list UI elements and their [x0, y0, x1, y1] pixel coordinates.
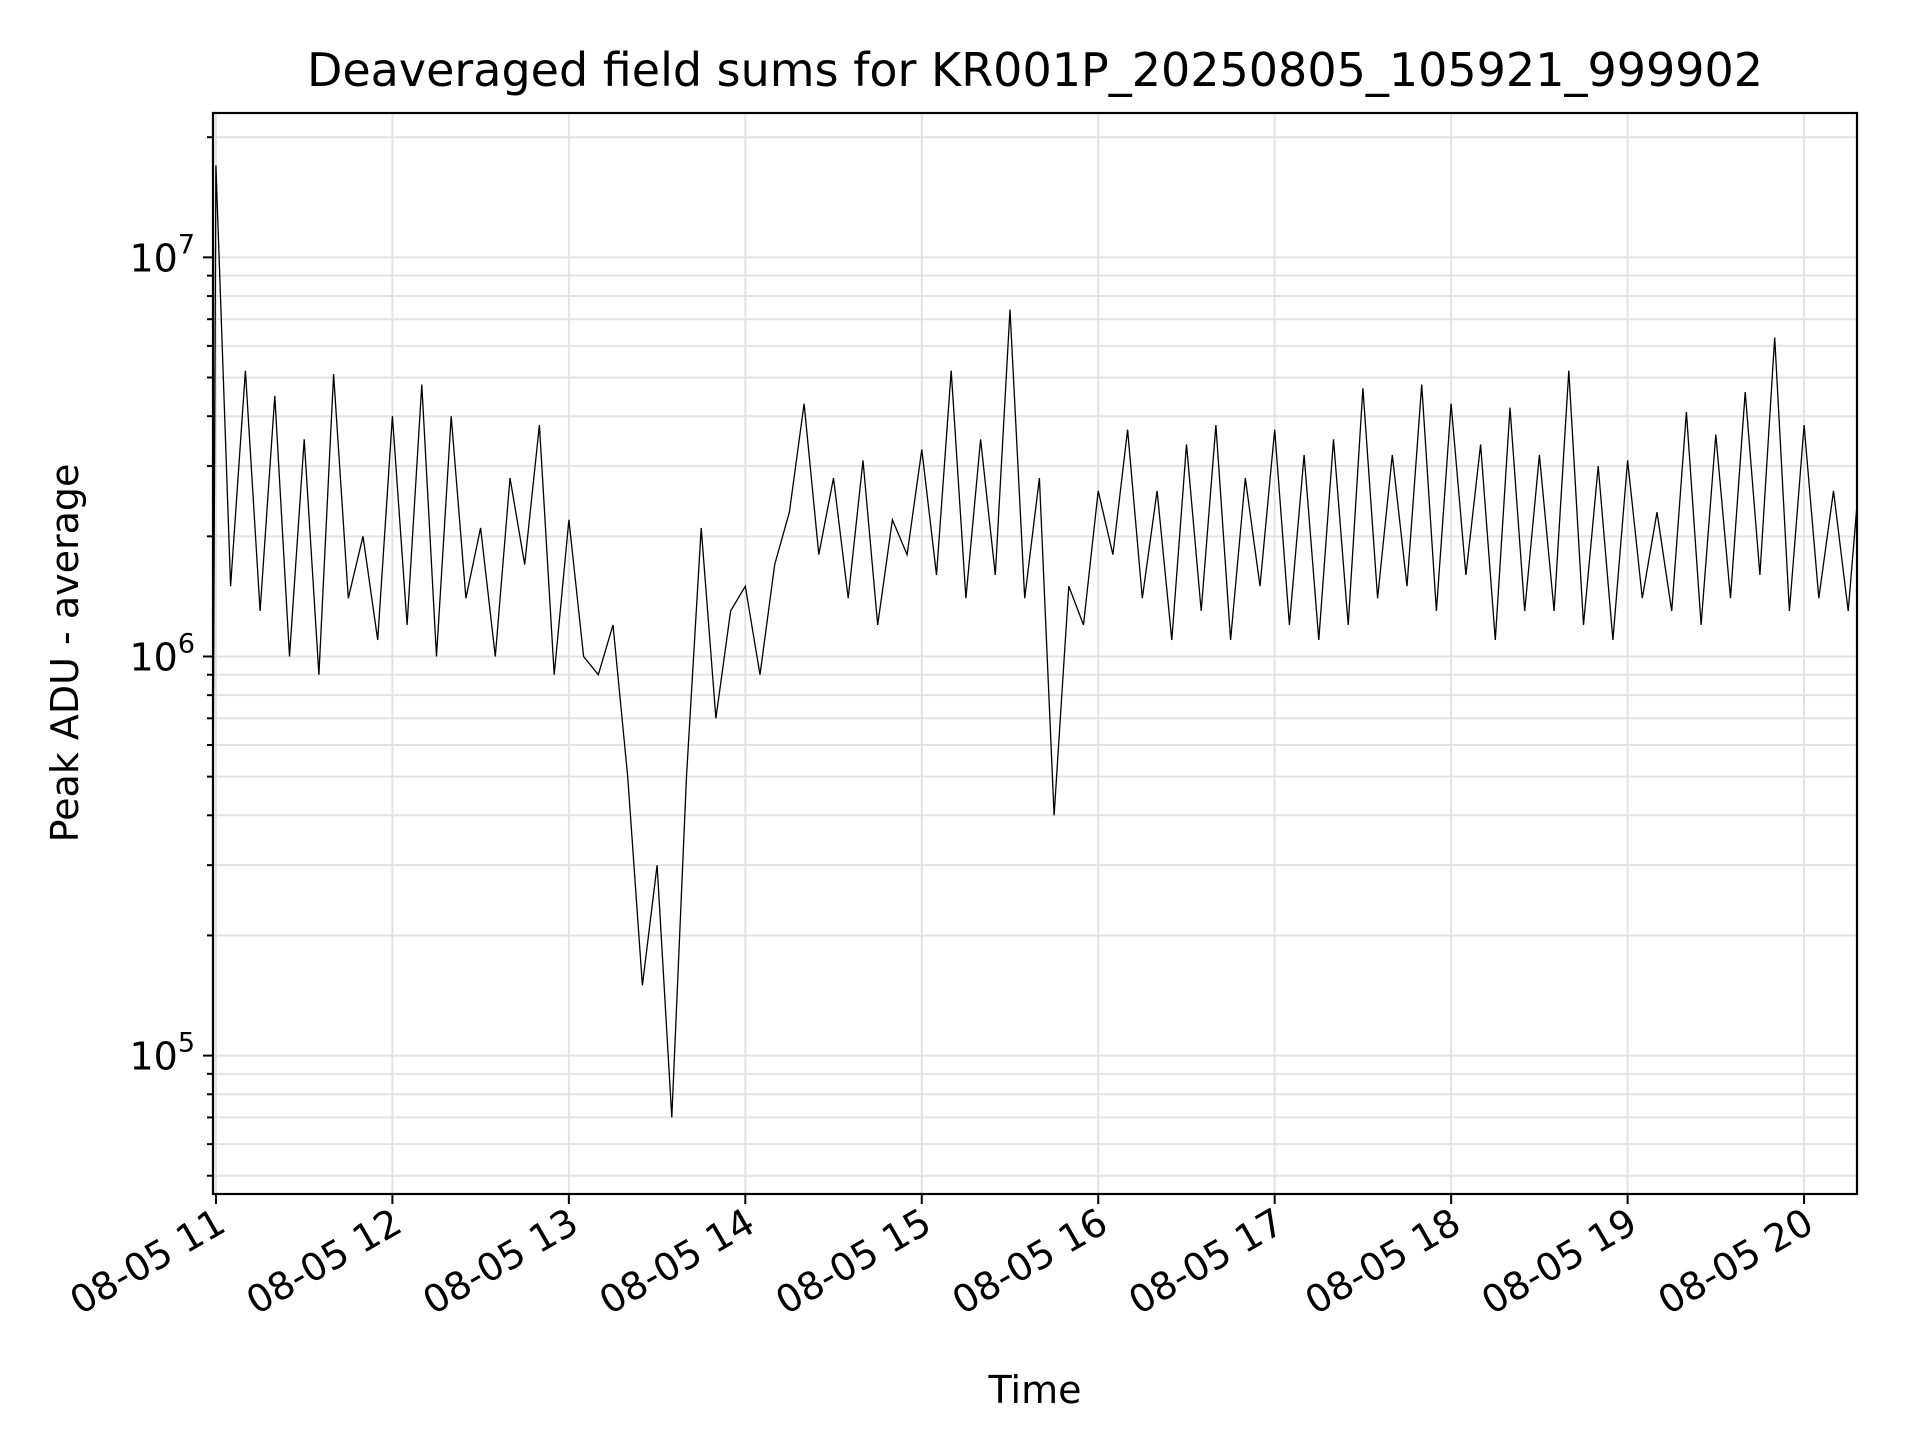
series-layer: [212, 165, 1858, 1118]
y-tick-label: 106: [129, 628, 195, 679]
series-line: [212, 165, 1858, 1118]
chart-title: Deaveraged field sums for KR001P_2025080…: [307, 43, 1763, 97]
grid: [213, 113, 1857, 1194]
plot-frame: [211, 111, 1859, 1196]
y-tick-label: 107: [129, 229, 195, 280]
x-axis-label: Time: [988, 1368, 1082, 1412]
y-axis-label: Peak ADU - average: [43, 464, 87, 843]
y-tick-label: 105: [129, 1028, 195, 1079]
